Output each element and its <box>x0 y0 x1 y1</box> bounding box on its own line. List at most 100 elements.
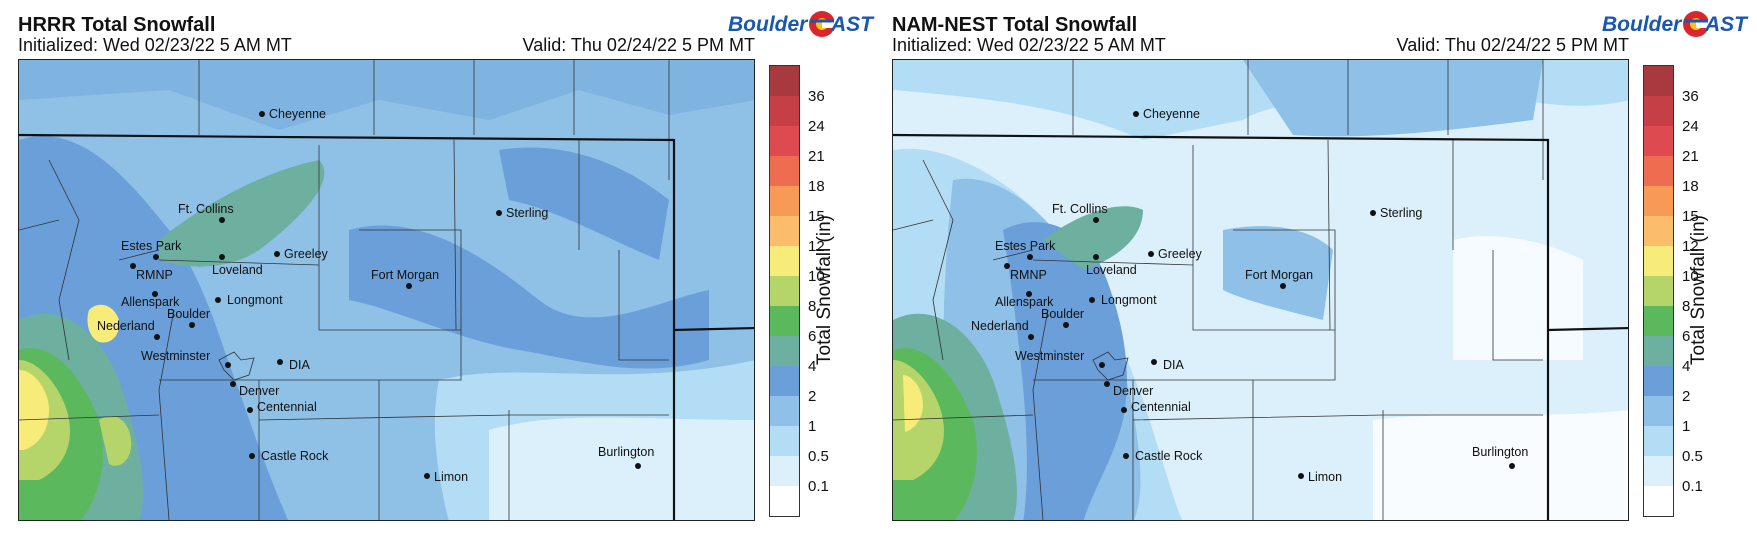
city-label-castle-rock: Castle Rock <box>1135 449 1203 463</box>
city-label-estes-park: Estes Park <box>121 239 182 253</box>
city-label-limon: Limon <box>434 470 468 484</box>
city-label-centennial: Centennial <box>257 400 317 414</box>
colorbar-tick-label: 24 <box>1682 118 1699 135</box>
city-label-allenspark: Allenspark <box>121 295 180 309</box>
colorbar-segment <box>770 96 799 126</box>
city-label-centennial: Centennial <box>1131 400 1191 414</box>
initialized-time: Initialized: Wed 02/23/22 5 AM MT <box>18 35 292 55</box>
colorbar-segment <box>1644 336 1673 366</box>
city-label-nederland: Nederland <box>97 319 155 333</box>
colorbar-segment <box>1644 486 1673 516</box>
city-label-cheyenne: Cheyenne <box>1143 107 1200 121</box>
snowfall-map: Cheyenne Ft. Collins Sterling Estes Park… <box>892 59 1629 521</box>
colorbar-tick-label: 8 <box>808 298 817 315</box>
city-label-loveland: Loveland <box>1086 263 1137 277</box>
city-label-westminster: Westminster <box>141 349 210 363</box>
colorbar-tick-label: 2 <box>808 388 817 405</box>
city-label-denver: Denver <box>239 384 279 398</box>
colorbar-segment <box>770 216 799 246</box>
colorbar-segment <box>1644 216 1673 246</box>
city-label-fort-morgan: Fort Morgan <box>1245 268 1313 282</box>
city-label-sterling: Sterling <box>506 206 548 220</box>
colorbar-label: Total Snowfall (in) <box>814 215 835 365</box>
colorbar-segment <box>770 186 799 216</box>
city-label-allenspark: Allenspark <box>995 295 1054 309</box>
valid-time: Valid: Thu 02/24/22 5 PM MT <box>522 35 755 55</box>
bouldercast-logo: Boulder AST <box>1602 10 1747 40</box>
panel-title: NAM-NEST Total Snowfall <box>892 14 1138 36</box>
colorbar-tick-label: 0.5 <box>808 448 829 465</box>
colorbar-segment <box>770 276 799 306</box>
colorbar-label: Total Snowfall (in) <box>1688 215 1709 365</box>
colorbar-segment <box>1644 66 1673 96</box>
colorbar-tick-label: 10 <box>1682 268 1699 285</box>
colorbar-tick-label: 1 <box>1682 418 1691 435</box>
city-label-rmnp: RMNP <box>1010 268 1047 282</box>
colorbar-segment <box>1644 276 1673 306</box>
city-label-castle-rock: Castle Rock <box>261 449 329 463</box>
colorbar-tick-label: 18 <box>1682 178 1699 195</box>
logo-text-boulder: Boulder <box>728 13 808 36</box>
colorbar-tick-label: 10 <box>808 268 825 285</box>
panel-title: HRRR Total Snowfall <box>18 14 216 36</box>
colorbar-tick-label: 2 <box>1682 388 1691 405</box>
colorbar-segment <box>770 66 799 96</box>
colorbar-tick-label: 1 <box>808 418 817 435</box>
city-markers: Cheyenne Ft. Collins Sterling Estes Park… <box>971 107 1528 484</box>
colorbar-segment <box>1644 156 1673 186</box>
city-label-westminster: Westminster <box>1015 349 1084 363</box>
city-label-estes-park: Estes Park <box>995 239 1056 253</box>
colorbar-tick-label: 0.1 <box>808 478 829 495</box>
colorbar-segment <box>770 366 799 396</box>
logo-text-ast: AST <box>1705 13 1747 36</box>
colorbar-tick-label: 4 <box>808 358 817 375</box>
snowfall-colorbar <box>769 65 800 517</box>
city-label-greeley: Greeley <box>1158 247 1203 261</box>
colorbar-tick-label: 6 <box>1682 328 1691 345</box>
colorado-c-logo-icon <box>1683 11 1710 37</box>
city-label-fort-morgan: Fort Morgan <box>371 268 439 282</box>
colorbar-tick-label: 0.5 <box>1682 448 1703 465</box>
colorbar-tick-label: 36 <box>808 88 825 105</box>
snowfall-map: Cheyenne Ft. Collins Sterling Estes Park… <box>18 59 755 521</box>
city-label-denver: Denver <box>1113 384 1153 398</box>
city-label-boulder: Boulder <box>167 307 210 321</box>
colorbar-tick-label: 15 <box>808 208 825 225</box>
colorbar-segment <box>770 456 799 486</box>
hrrr-panel: HRRR Total Snowfall Initialized: Wed 02/… <box>0 0 878 537</box>
colorbar-segment <box>1644 306 1673 336</box>
colorbar-tick-label: 21 <box>808 148 825 165</box>
colorbar-segment <box>1644 366 1673 396</box>
city-label-nederland: Nederland <box>971 319 1029 333</box>
colorbar-segment <box>770 486 799 516</box>
city-label-rmnp: RMNP <box>136 268 173 282</box>
colorbar-tick-label: 4 <box>1682 358 1691 375</box>
colorbar-segment <box>1644 396 1673 426</box>
city-label-ft-collins: Ft. Collins <box>178 202 234 216</box>
colorbar-tick-label: 18 <box>808 178 825 195</box>
colorbar-segment <box>1644 126 1673 156</box>
colorbar-tick-label: 36 <box>1682 88 1699 105</box>
colorbar-segment <box>1644 96 1673 126</box>
colorbar-tick-label: 21 <box>1682 148 1699 165</box>
colorbar-tick-label: 6 <box>808 328 817 345</box>
colorbar-tick-label: 8 <box>1682 298 1691 315</box>
colorbar-segment <box>770 126 799 156</box>
colorbar-segment <box>770 336 799 366</box>
city-label-burlington: Burlington <box>1472 445 1528 459</box>
colorbar-segment <box>770 156 799 186</box>
colorbar-segment <box>770 246 799 276</box>
map-canvas: Cheyenne Ft. Collins Sterling Estes Park… <box>893 60 1628 520</box>
city-label-sterling: Sterling <box>1380 206 1422 220</box>
colorbar-tick-label: 0.1 <box>1682 478 1703 495</box>
city-label-ft-collins: Ft. Collins <box>1052 202 1108 216</box>
snowfall-colorbar <box>1643 65 1674 517</box>
colorbar-tick-label: 24 <box>808 118 825 135</box>
city-label-dia: DIA <box>289 358 311 372</box>
city-label-burlington: Burlington <box>598 445 654 459</box>
colorbar-segment <box>1644 246 1673 276</box>
colorbar-segment <box>770 426 799 456</box>
colorbar-segment <box>1644 456 1673 486</box>
logo-text-boulder: Boulder <box>1602 13 1682 36</box>
colorbar-tick-label: 15 <box>1682 208 1699 225</box>
